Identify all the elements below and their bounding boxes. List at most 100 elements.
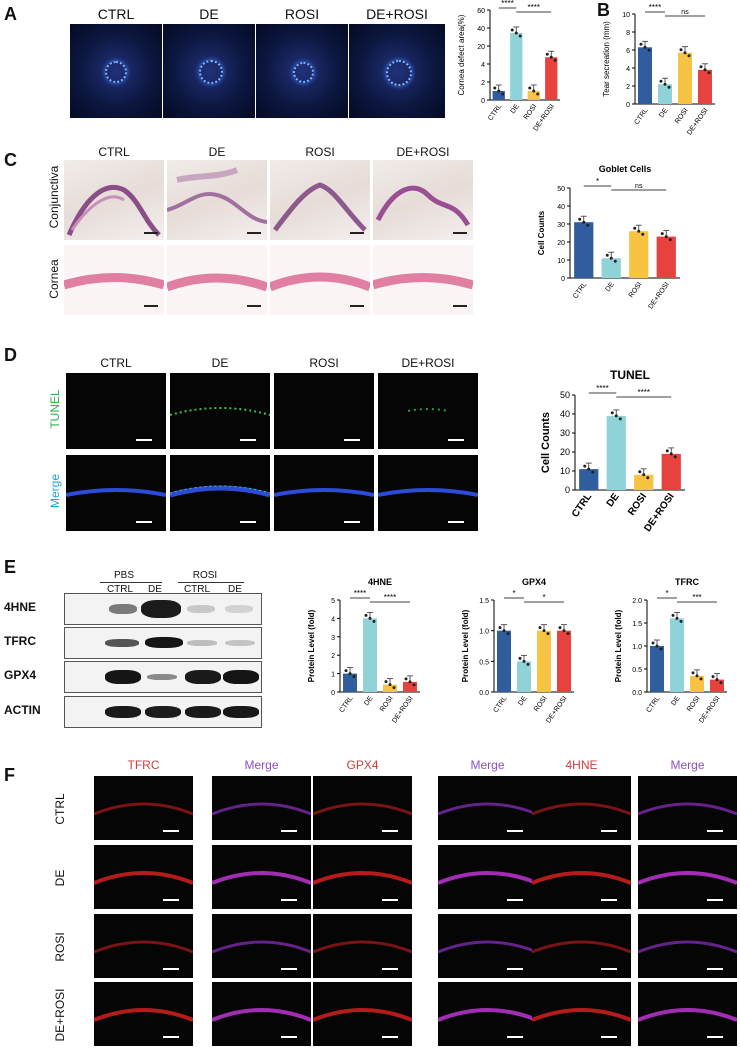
x-tick-label: CTRL	[572, 281, 588, 300]
x-tick-label: DE	[605, 491, 622, 509]
panel-label-e: E	[4, 557, 17, 577]
f-image-r3-c4	[532, 982, 631, 1046]
significance-label: *	[542, 593, 545, 602]
f-image-r1-c1	[212, 845, 311, 909]
x-tick-label: ROSI	[628, 281, 644, 299]
y-tick-label: 40	[560, 409, 570, 419]
y-tick-label: 40	[477, 26, 485, 33]
d-col-ctrl: CTRL	[100, 356, 132, 370]
f-image-r0-c3	[438, 776, 537, 840]
f-image-r0-c2	[313, 776, 412, 840]
c-conj-rosi	[270, 160, 370, 240]
y-tick-label: 20	[477, 44, 485, 51]
y-tick-label: 1.0	[479, 629, 489, 636]
c-cornea-rosi	[270, 245, 370, 315]
bar-CTRL	[638, 47, 652, 104]
e-blot-label-gpx4: GPX4	[4, 668, 37, 682]
a-col-ctrl: CTRL	[97, 6, 135, 22]
y-tick-label: 0	[481, 98, 485, 105]
bar-ROSI	[383, 684, 397, 692]
c-col-ctrl: CTRL	[98, 145, 130, 159]
x-tick-label: DE+ROSI	[647, 281, 671, 310]
c-row-cornea: Cornea	[47, 259, 61, 299]
y-tick-label: 2	[331, 653, 335, 660]
e-blot-tfrc	[64, 627, 262, 659]
y-tick-label: 2	[481, 80, 485, 87]
y-tick-label: 0	[331, 690, 335, 697]
y-tick-label: 0	[626, 102, 630, 109]
bar-CTRL	[492, 91, 505, 100]
y-tick-label: 0.0	[632, 690, 642, 697]
f-image-r2-c2	[313, 914, 412, 978]
chart-title-E1: 4HNE	[368, 577, 392, 587]
panel-label-d: D	[4, 345, 17, 365]
y-axis-label: Cell Counts	[540, 412, 552, 473]
y-tick-label: 6	[626, 48, 630, 55]
y-tick-label: 30	[560, 428, 570, 438]
f-col-5: Merge	[670, 758, 705, 772]
bar-DE	[601, 258, 621, 278]
f-image-r1-c4	[532, 845, 631, 909]
y-tick-label: 1.5	[632, 621, 642, 628]
d-merge-derosi	[378, 455, 478, 531]
d-merge-rosi	[274, 455, 374, 531]
d-tunel-de	[170, 373, 270, 449]
x-tick-label: DE+ROSI	[686, 107, 710, 136]
chart-B: 0 2 4 6 8 10 Tear secreation (mm) CTRL DE ROSIDE+…	[602, 3, 715, 136]
significance-label: ns	[635, 183, 643, 190]
bar-CTRL	[650, 646, 664, 692]
f-image-r2-c4	[532, 914, 631, 978]
panel-label-f: F	[4, 765, 15, 785]
x-tick-label: ROSI	[523, 103, 539, 121]
y-tick-label: 50	[557, 186, 565, 193]
y-tick-label: 1	[331, 672, 335, 679]
e-blot-gpx4	[64, 661, 262, 693]
c-col-derosi: DE+ROSI	[396, 145, 450, 159]
bar-CTRL	[579, 469, 599, 490]
f-image-r3-c0	[94, 982, 193, 1046]
bar-DE	[363, 618, 377, 692]
f-image-r0-c0	[94, 776, 193, 840]
e-header-pbs: PBS	[113, 570, 134, 581]
x-tick-label: DE	[605, 281, 617, 293]
x-tick-label: ROSI	[533, 695, 549, 713]
f-image-r3-c3	[438, 982, 537, 1046]
f-col-1: Merge	[244, 758, 279, 772]
a-image-derosi	[349, 24, 445, 118]
f-row-0: CTRL	[53, 793, 67, 825]
chart-C: Goblet Cells 0 10 20 30 40 50 Cell Counts CTRL DE…	[537, 164, 680, 310]
bar-ROSI	[537, 630, 551, 692]
bar-DE+ROSI	[403, 681, 417, 692]
f-image-r2-c0	[94, 914, 193, 978]
significance-label: ***	[692, 593, 701, 602]
y-tick-label: 40	[557, 204, 565, 211]
c-cornea-derosi	[373, 245, 473, 315]
significance-label: ****	[528, 3, 540, 12]
y-axis-label: Protein Level (fold)	[307, 609, 316, 682]
y-tick-label: 10	[622, 12, 630, 19]
c-conj-derosi	[373, 160, 473, 240]
y-tick-label: 20	[557, 240, 565, 247]
bar-CTRL	[497, 630, 511, 692]
chart-title-E3: TFRC	[675, 577, 699, 587]
bar-DE+ROSI	[698, 69, 712, 104]
f-row-3: DE+ROSI	[53, 988, 67, 1042]
chart-E2: GPX4 0.0 0.5 1.0 1.5 Protein Level (fold) CTRL…	[461, 577, 574, 724]
f-row-1: DE	[53, 869, 67, 887]
bar-DE	[658, 84, 672, 104]
y-tick-label: 3	[331, 635, 335, 642]
y-tick-label: 1.5	[479, 598, 489, 605]
c-conj-de	[167, 160, 267, 240]
x-tick-label: CTRL	[487, 103, 503, 122]
bar-DE+ROSI	[545, 57, 558, 100]
significance-label: ****	[354, 589, 366, 598]
y-tick-label: 10	[560, 466, 570, 476]
e-lane-4: DE	[228, 584, 242, 595]
a-image-rosi	[256, 24, 348, 118]
f-image-r3-c5	[638, 982, 737, 1046]
c-row-conjunctiva: Conjunctiva	[47, 165, 61, 229]
e-blot-4hne	[64, 593, 262, 625]
y-axis-label: Cornea defect area(%)	[457, 14, 466, 95]
chart-title-D: TUNEL	[610, 368, 650, 382]
